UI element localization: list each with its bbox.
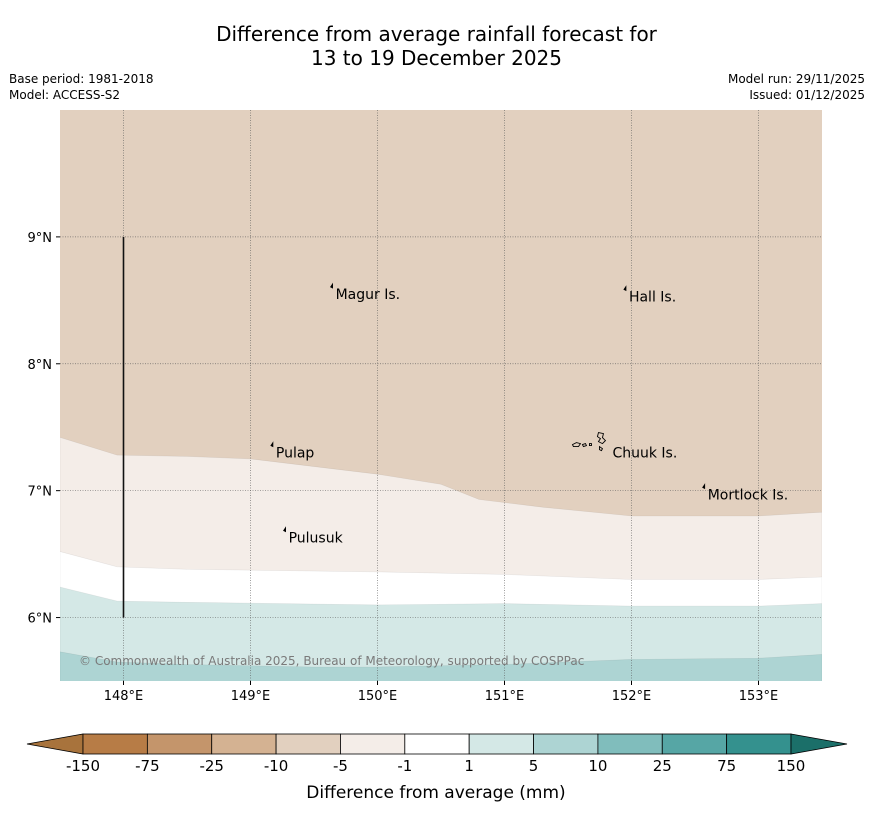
island-marker <box>702 483 706 490</box>
colorbar-swatch <box>468 733 534 755</box>
colorbar-swatch <box>533 733 599 755</box>
lat-tick-label: 8°N <box>28 358 53 373</box>
title-line-1: Difference from average rainfall forecas… <box>216 22 657 46</box>
lat-tick-label: 6°N <box>28 612 53 627</box>
lon-tick-label: 152°E <box>612 689 652 704</box>
place-label: Pulusuk <box>289 531 344 547</box>
colorbar-tick-label: -5 <box>333 757 348 775</box>
lat-tick-label: 7°N <box>28 485 53 500</box>
colorbar-tick-label: -25 <box>199 757 224 775</box>
meta-right: Model run: 29/11/2025 Issued: 01/12/2025 <box>728 71 865 103</box>
issued-date: Issued: 01/12/2025 <box>749 88 865 102</box>
colorbar-tick-label: -75 <box>135 757 160 775</box>
lon-tick-label: 150°E <box>358 689 398 704</box>
map-area: Magur Is. Hall Is. Pulap Chuuk Is. Mortlock … <box>60 110 822 681</box>
place-label: Pulap <box>276 446 315 462</box>
colorbar-tick-label: 1 <box>464 757 474 775</box>
colorbar-swatch <box>340 733 406 755</box>
rain-band-5to10 <box>60 651 822 681</box>
island-marker <box>330 282 333 289</box>
colorbar-swatch <box>146 733 213 755</box>
colorbar-tick-label: 5 <box>529 757 539 775</box>
meta-left: Base period: 1981-2018 Model: ACCESS-S2 <box>9 71 154 103</box>
chuuk-islet-shape <box>571 442 582 448</box>
chuuk-islet-shape <box>589 443 592 447</box>
chart-title: Difference from average rainfall forecas… <box>0 22 873 70</box>
colorbar-extend-high <box>790 733 848 755</box>
lon-tick-label: 153°E <box>739 689 779 704</box>
lon-tick-label: 151°E <box>485 689 525 704</box>
base-period: Base period: 1981-2018 <box>9 72 154 86</box>
colorbar-swatch <box>661 733 728 755</box>
lon-tick-label: 148°E <box>104 689 144 704</box>
colorbar-tick-label: 75 <box>717 757 736 775</box>
colorbar: -150 -75 -25 -10 -5 -1 1 5 10 25 75 150 Difference f… <box>26 733 848 803</box>
copyright-text: © Commonwealth of Australia 2025, Bureau… <box>79 654 584 668</box>
colorbar-tick-label: -1 <box>397 757 412 775</box>
colorbar-swatch <box>275 733 341 755</box>
colorbar-tick-label: 25 <box>653 757 672 775</box>
place-label: Hall Is. <box>629 290 676 306</box>
lon-tick-label: 149°E <box>231 689 271 704</box>
chuuk-islet-shape <box>599 445 604 452</box>
colorbar-extend-low <box>26 733 84 755</box>
place-label: Magur Is. <box>336 287 401 303</box>
model-run: Model run: 29/11/2025 <box>727 72 865 86</box>
island-marker <box>270 441 274 448</box>
model-name: Model: ACCESS-S2 <box>9 88 121 102</box>
place-label: Chuuk Is. <box>612 446 677 462</box>
colorbar-tick-label: -150 <box>66 757 100 775</box>
chuuk-islet-shape <box>581 443 588 448</box>
colorbar-tick-label: -10 <box>264 757 289 775</box>
colorbar-swatch <box>597 733 663 755</box>
colorbar-swatch <box>404 733 470 755</box>
colorbar-tick-label: 10 <box>588 757 607 775</box>
chuuk-islet-shape <box>596 432 607 445</box>
colorbar-swatch <box>726 733 792 755</box>
island-marker <box>623 285 627 292</box>
title-line-2: 13 to 19 December 2025 <box>310 46 562 70</box>
colorbar-swatch <box>82 733 148 755</box>
lat-tick-label: 9°N <box>28 231 53 246</box>
island-marker <box>283 526 286 533</box>
colorbar-title: Difference from average (mm) <box>306 783 565 803</box>
colorbar-tick-label: 150 <box>777 757 806 775</box>
place-label: Mortlock Is. <box>708 487 788 503</box>
colorbar-swatch <box>211 733 277 755</box>
